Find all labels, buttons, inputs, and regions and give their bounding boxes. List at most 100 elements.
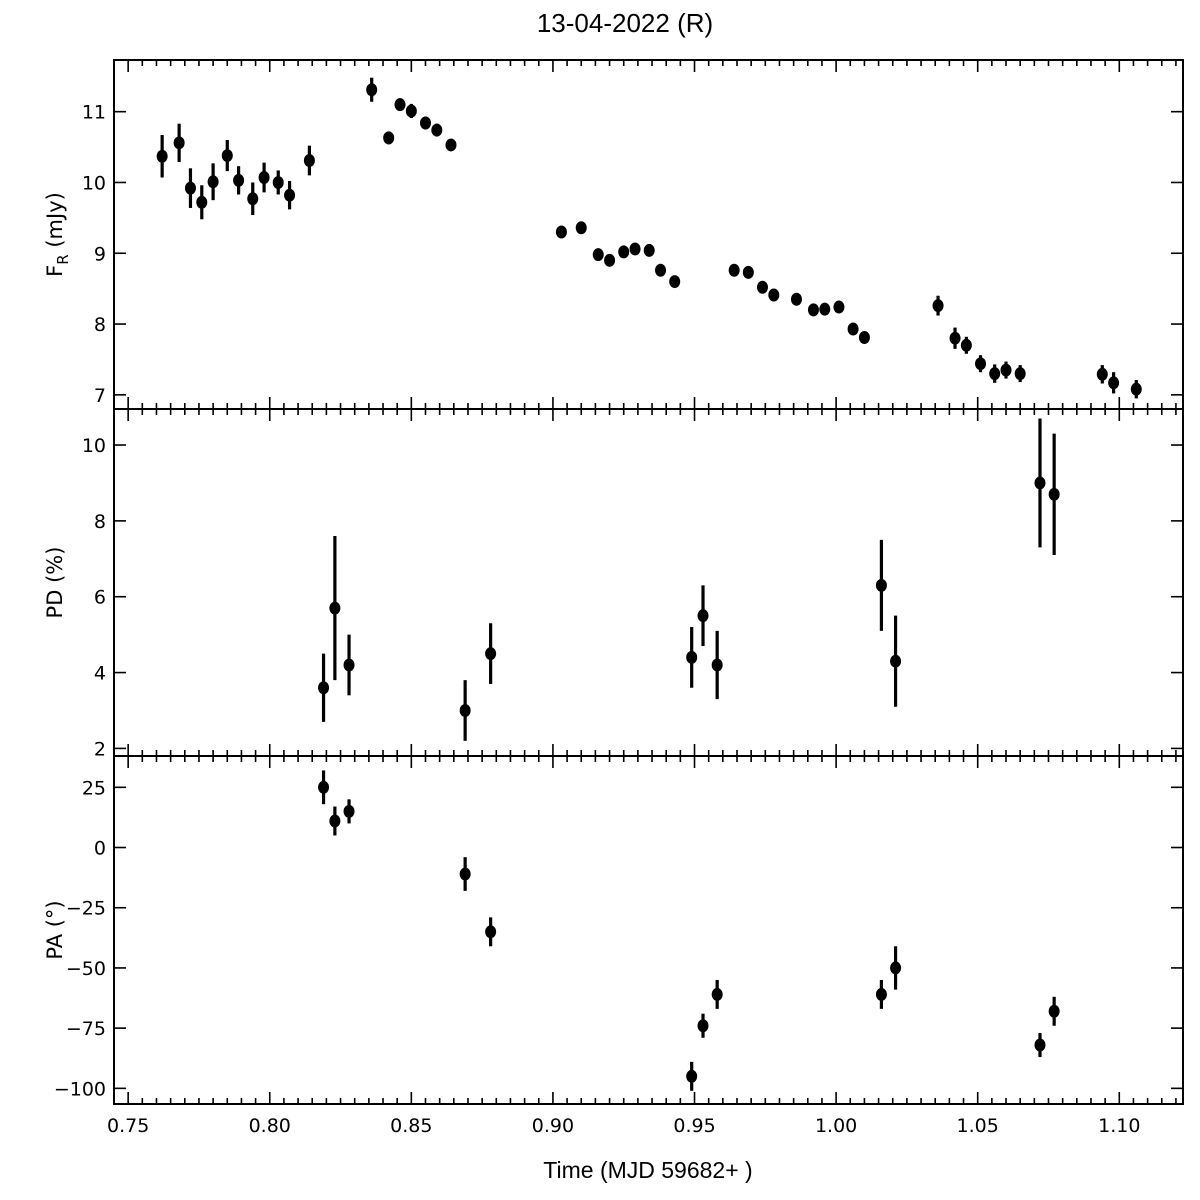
data-point [728,263,740,277]
data-point [233,173,245,187]
data-point [343,658,355,672]
data-point [459,703,471,717]
data-point [329,601,341,615]
data-point [196,195,208,209]
data-point [790,292,802,306]
data-point [932,299,944,313]
data-point [156,149,168,163]
x-tick-label: 0.85 [390,1115,432,1137]
data-point [343,804,355,818]
data-point [711,987,723,1001]
data-point [431,123,443,137]
data-point [459,867,471,881]
data-point [686,1069,698,1083]
data-point [629,242,641,256]
data-point [1048,487,1060,501]
panel-frame-flux [113,59,1184,410]
data-point [247,192,259,206]
plot-area: 7 8 9 10 11 FR (mJy) 2 4 6 8 10 PD (%) 25 0 −25 −50 −75 −… [43,59,1184,1137]
chart-title: 13-04-2022 (R) [537,8,713,38]
x-tick-label: 0.95 [673,1115,715,1137]
y-axis-label: PD (%) [43,547,67,619]
data-point [272,175,284,189]
y-tick-label: 6 [94,587,106,609]
y-tick-label: 0 [94,838,106,860]
y-axis-label: PA (°) [43,900,67,959]
y-tick-label: 11 [82,102,106,124]
panel-frame-polarization-angle [113,755,1184,1105]
data-point [284,188,296,202]
data-point [807,303,819,317]
data-point [1034,1038,1046,1052]
data-point [485,925,497,939]
y-tick-label: −100 [54,1078,106,1100]
data-point [207,175,219,189]
data-point [989,367,1001,381]
y-tick-label: 10 [82,435,106,457]
data-point [875,578,887,592]
x-tick-label: 0.80 [249,1115,291,1137]
panel-flux: 7 8 9 10 11 FR (mJy) [43,59,1184,410]
panel-frame-polarization-degree [113,408,1184,757]
data-point [445,138,457,152]
data-point [329,814,341,828]
y-tick-label: −50 [66,958,106,980]
data-point [258,171,270,185]
data-point [949,331,961,345]
y-tick-label: 4 [94,663,106,685]
data-point [592,248,604,262]
data-point [833,300,845,314]
data-point [184,181,196,195]
data-point [604,253,616,267]
data-point [618,245,630,259]
y-tick-label: 9 [94,243,106,265]
data-point [1034,476,1046,490]
data-point [405,104,417,118]
data-point [890,961,902,975]
data-point [318,681,330,695]
data-point [575,221,587,235]
data-point [366,83,378,97]
data-point [1130,382,1142,396]
data-point [768,288,780,302]
data-point [221,149,233,163]
data-point [1108,376,1120,390]
data-point [303,154,315,168]
data-point [742,265,754,279]
data-point [485,647,497,661]
data-point [394,98,406,112]
x-tick-label: 0.90 [532,1115,574,1137]
data-point [419,116,431,130]
data-point [756,280,768,294]
panel-polarization-angle: 25 0 −25 −50 −75 −100 PA (°) 0.75 0.80 0.85 0.90 0.… [43,755,1184,1137]
data-point [975,357,987,371]
y-tick-label: 25 [82,777,106,799]
data-point [643,243,655,257]
data-point [960,338,972,352]
y-tick-label: −25 [66,898,106,920]
y-tick-label: 8 [94,511,106,533]
x-tick-label: 1.05 [957,1115,999,1137]
data-point [318,780,330,794]
y-tick-label: 7 [94,385,106,407]
data-point [1096,367,1108,381]
y-tick-label: 2 [94,738,106,760]
data-point [669,275,681,289]
data-point [697,1019,709,1033]
x-tick-label: 1.00 [815,1115,857,1137]
data-point [1000,363,1012,377]
x-tick-label: 0.75 [107,1115,149,1137]
panel-polarization-degree: 2 4 6 8 10 PD (%) [43,408,1184,760]
data-point [875,987,887,1001]
data-point [819,302,831,316]
y-tick-label: −75 [66,1018,106,1040]
x-axis-label: Time (MJD 59682+ ) [543,1157,752,1183]
data-point [847,322,859,336]
data-point [383,131,395,145]
data-point [1048,1004,1060,1018]
data-point [1014,367,1026,381]
x-tick-label: 1.10 [1098,1115,1140,1137]
data-point [697,609,709,623]
data-point [858,331,870,345]
